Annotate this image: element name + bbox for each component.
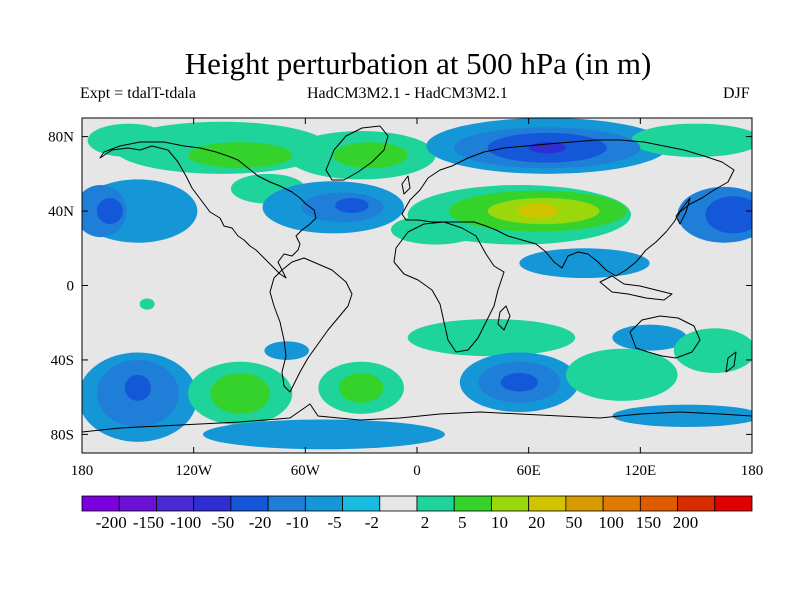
colorbar-swatch bbox=[528, 495, 567, 512]
colorbar-swatch bbox=[342, 495, 381, 512]
colorbar-label: -10 bbox=[286, 513, 309, 532]
x-tick-label: 180 bbox=[71, 463, 94, 479]
colorbar-swatch bbox=[267, 495, 306, 512]
colorbar-label: 100 bbox=[598, 513, 624, 532]
colorbar-label: -20 bbox=[249, 513, 272, 532]
colorbar-swatch bbox=[304, 495, 343, 512]
anomaly-cell bbox=[631, 123, 752, 158]
colorbar-label: 200 bbox=[673, 513, 699, 532]
colorbar-swatch bbox=[602, 495, 641, 512]
anomaly-cell bbox=[673, 328, 752, 373]
colorbar: -200 -150 -100 -50 -20 -10 -5 -2 2 5 10 20 50 100 150 2… bbox=[81, 495, 753, 532]
anomaly-cell bbox=[705, 196, 752, 234]
coastline-south-america bbox=[269, 257, 353, 393]
anomaly-cell bbox=[407, 319, 576, 357]
colorbar-label: -2 bbox=[365, 513, 379, 532]
y-tick-label: 40N bbox=[48, 204, 74, 220]
coastline-africa bbox=[393, 221, 505, 353]
anomaly-cell bbox=[517, 203, 559, 219]
colorbar-swatch bbox=[81, 495, 120, 512]
colorbar-swatch bbox=[156, 495, 195, 512]
y-tick-label: 0 bbox=[67, 279, 75, 295]
coastline-north-america bbox=[99, 141, 317, 279]
coastlines bbox=[82, 125, 752, 433]
coastline-antarctica bbox=[82, 403, 752, 433]
plot-title: Height perturbation at 500 hPa (in m) bbox=[184, 46, 652, 81]
anomaly-cell bbox=[612, 404, 752, 427]
colorbar-label: 50 bbox=[565, 513, 582, 532]
anomaly-cell bbox=[264, 341, 310, 360]
colorbar-swatch bbox=[491, 495, 530, 512]
colorbar-swatch bbox=[677, 495, 716, 512]
colorbar-label: -100 bbox=[170, 513, 201, 532]
anomaly-cell bbox=[565, 348, 678, 401]
colorbar-label: -200 bbox=[96, 513, 127, 532]
colorbar-swatch bbox=[453, 495, 492, 512]
model-label: HadCM3M2.1 - HadCM3M2.1 bbox=[307, 85, 508, 102]
experiment-label: Expt = tdalT-tdala bbox=[80, 85, 196, 102]
coastline-australia bbox=[629, 315, 701, 359]
colorbar-label: 150 bbox=[636, 513, 662, 532]
coastline-madagascar bbox=[497, 305, 511, 331]
y-tick-label: 40S bbox=[51, 353, 74, 369]
colorbar-swatch bbox=[193, 495, 232, 512]
coastline-maritime-continent bbox=[599, 275, 673, 301]
coastline-new-zealand bbox=[725, 351, 737, 373]
x-axis: 180 120W 60W 0 60E 120E 180 bbox=[71, 118, 764, 479]
anomaly-cell bbox=[210, 372, 270, 414]
colorbar-swatch bbox=[639, 495, 678, 512]
anomaly-cell bbox=[519, 248, 650, 279]
colorbar-swatch bbox=[714, 495, 753, 512]
colorbar-label: 2 bbox=[421, 513, 430, 532]
colorbar-label: -50 bbox=[212, 513, 235, 532]
x-tick-label: 0 bbox=[413, 463, 421, 479]
colorbar-swatch bbox=[565, 495, 604, 512]
colorbar-label: -5 bbox=[327, 513, 341, 532]
season-label: DJF bbox=[723, 85, 750, 102]
anomaly-cell bbox=[96, 198, 123, 225]
x-tick-label: 60E bbox=[517, 463, 541, 479]
x-tick-label: 120W bbox=[175, 463, 213, 479]
y-axis: 80N 40N 0 40S 80S bbox=[48, 130, 752, 443]
anomaly-cell bbox=[500, 372, 538, 392]
x-tick-label: 180 bbox=[741, 463, 764, 479]
coastline-eurasia bbox=[401, 139, 735, 277]
y-tick-label: 80N bbox=[48, 130, 74, 146]
colorbar-swatch bbox=[230, 495, 269, 512]
coastline-british-isles bbox=[401, 175, 411, 195]
anomaly-cell bbox=[188, 142, 293, 169]
map-panel: 180 120W 60W 0 60E 120E 180 80N 40N 0 40S 80S bbox=[48, 117, 764, 479]
anomaly-cell bbox=[124, 374, 151, 401]
colorbar-swatch bbox=[118, 495, 157, 512]
x-tick-label: 60W bbox=[291, 463, 321, 479]
y-tick-label: 80S bbox=[51, 427, 74, 443]
x-tick-label: 120E bbox=[624, 463, 656, 479]
colorbar-swatch bbox=[416, 495, 455, 512]
colorbar-label: 10 bbox=[491, 513, 508, 532]
coastline-japan bbox=[675, 197, 691, 225]
anomaly-contours bbox=[82, 118, 752, 450]
colorbar-label: 5 bbox=[458, 513, 467, 532]
coastline-greenland bbox=[325, 125, 389, 181]
colorbar-swatch bbox=[379, 495, 418, 512]
anomaly-cell bbox=[333, 142, 408, 169]
anomaly-cell bbox=[335, 198, 369, 213]
colorbar-label: 20 bbox=[528, 513, 545, 532]
anomaly-cell bbox=[202, 419, 445, 450]
anomaly-cell bbox=[338, 372, 384, 403]
anomaly-cell bbox=[139, 298, 155, 310]
colorbar-label: -150 bbox=[133, 513, 164, 532]
